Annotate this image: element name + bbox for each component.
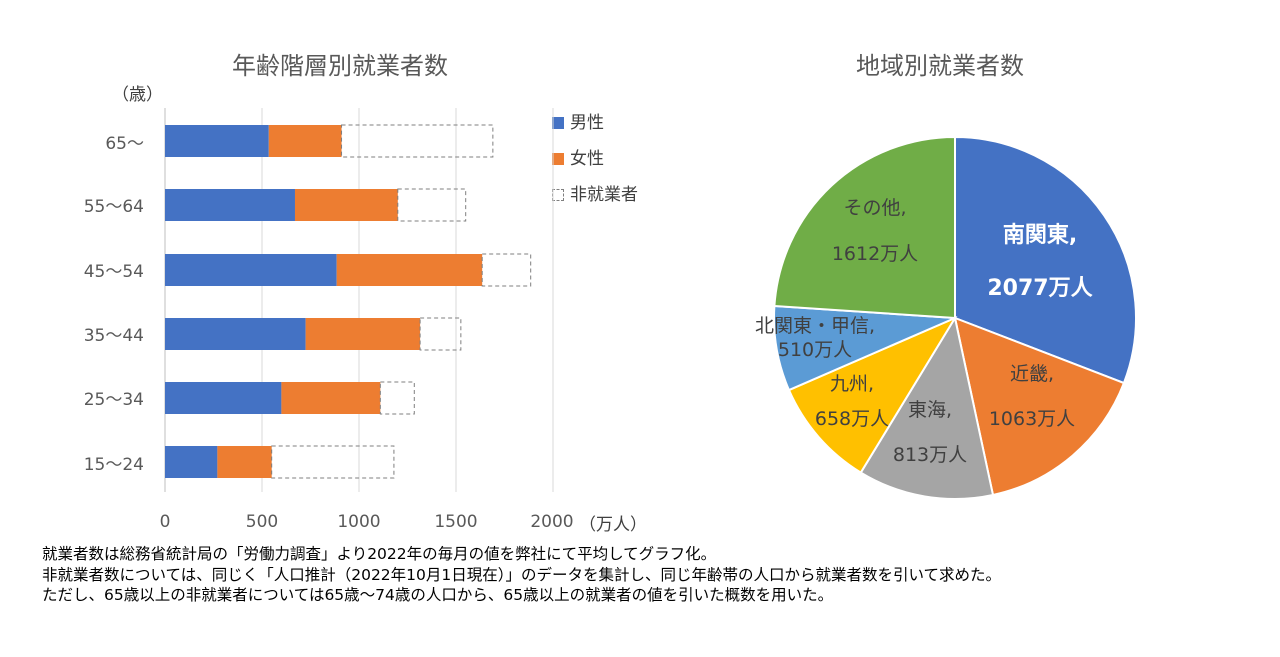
y-tick-label: 65～ — [105, 134, 144, 154]
pie-slice — [859, 315, 995, 500]
x-tick-label: 500 — [245, 512, 279, 532]
y-tick-label: 25～34 — [83, 390, 144, 410]
pie-label-name: 北関東・甲信, — [755, 315, 875, 337]
footnote-line: 就業者数は総務省統計局の「労働力調査」より2022年の毎月の値を弊社にて平均して… — [42, 545, 717, 563]
x-tick-label: 0 — [159, 512, 171, 532]
legend-item-female: 女性 — [552, 144, 604, 169]
footnote-line: ただし、65歳以上の非就業者については65歳～74歳の人口から、65歳以上の就業… — [42, 586, 834, 604]
legend-label-female: 女性 — [570, 149, 604, 169]
footnote-line: 非就業者数については、同じく「人口推計（2022年10月1日現在）」のデータを集… — [42, 565, 1002, 584]
footnotes: 就業者数は総務省統計局の「労働力調査」より2022年の毎月の値を弊社にて平均して… — [42, 544, 1001, 606]
legend-swatch-female — [552, 153, 564, 165]
pie-label-name: 近畿, — [1010, 363, 1054, 385]
pie-label-name: その他, — [843, 197, 906, 219]
y-tick-label: 55～64 — [83, 197, 144, 217]
legend-label-non-employed: 非就業者 — [570, 185, 638, 205]
x-tick-label: 1500 — [434, 512, 478, 532]
legend-item-male: 男性 — [552, 108, 604, 133]
pie-label-value: 510万人 — [778, 339, 852, 361]
pie-label-value: 1612万人 — [832, 243, 918, 265]
pie-slice — [953, 316, 1126, 497]
pie-slice — [773, 135, 956, 320]
x-axis-unit-label: （万人） — [579, 515, 647, 535]
y-axis-unit-label: （歳） — [112, 85, 163, 105]
legend-swatch-male — [552, 117, 564, 129]
pie-label-name: 九州, — [830, 373, 874, 395]
pie-slice — [954, 135, 1138, 385]
x-tick-label: 1000 — [337, 512, 381, 532]
x-tick-label: 2000 — [530, 512, 574, 532]
pie-label-value: 813万人 — [893, 444, 967, 466]
pie-label-value: 658万人 — [815, 408, 889, 430]
y-tick-label: 35～44 — [83, 326, 144, 346]
pie-label-name: 東海, — [908, 399, 952, 421]
legend-label-male: 男性 — [570, 113, 604, 133]
pie-label-value: 2077万人 — [987, 276, 1092, 301]
bar-chart-title: 年齢階層別就業者数 — [232, 52, 448, 80]
pie-chart-title: 地域別就業者数 — [856, 52, 1024, 80]
pie-label-name: 南関東, — [1003, 223, 1077, 248]
y-tick-label: 45～54 — [83, 262, 144, 282]
pie-label-value: 1063万人 — [989, 408, 1075, 430]
pie-slice — [787, 315, 958, 474]
y-tick-label: 15～24 — [83, 455, 144, 475]
